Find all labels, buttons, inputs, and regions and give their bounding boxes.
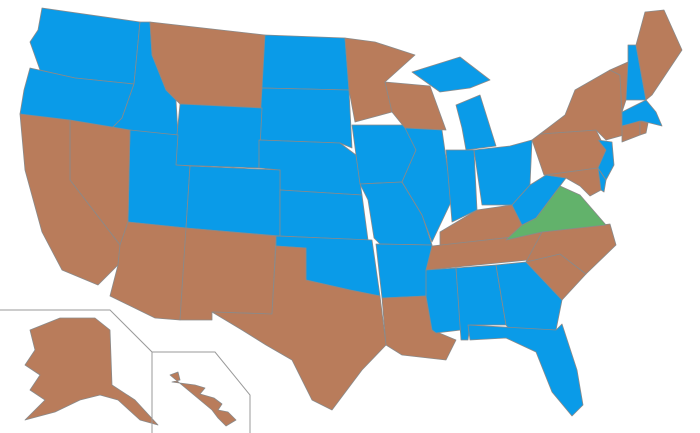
hawaii-inset-border [152,351,251,433]
state-ri [639,120,649,136]
state-ny [539,69,625,141]
states-layer [19,7,683,427]
state-de [597,167,607,193]
state-ca [19,113,121,286]
state-mi [455,94,497,151]
state-mi-up [411,56,491,93]
state-nh [625,44,647,101]
state-sd [258,87,353,149]
state-ar [375,243,433,299]
state-nm [179,227,277,321]
state-ms [425,267,462,334]
state-il [401,127,453,243]
state-tx [211,245,387,411]
state-nd [261,34,350,91]
state-co [185,165,281,237]
state-fl [467,323,584,417]
state-in [445,149,478,223]
state-ak [24,317,159,426]
state-wy [173,103,263,169]
state-ks [279,189,369,241]
alaska-inset-border [0,309,153,433]
state-hi [169,371,237,427]
state-vt [609,61,629,113]
